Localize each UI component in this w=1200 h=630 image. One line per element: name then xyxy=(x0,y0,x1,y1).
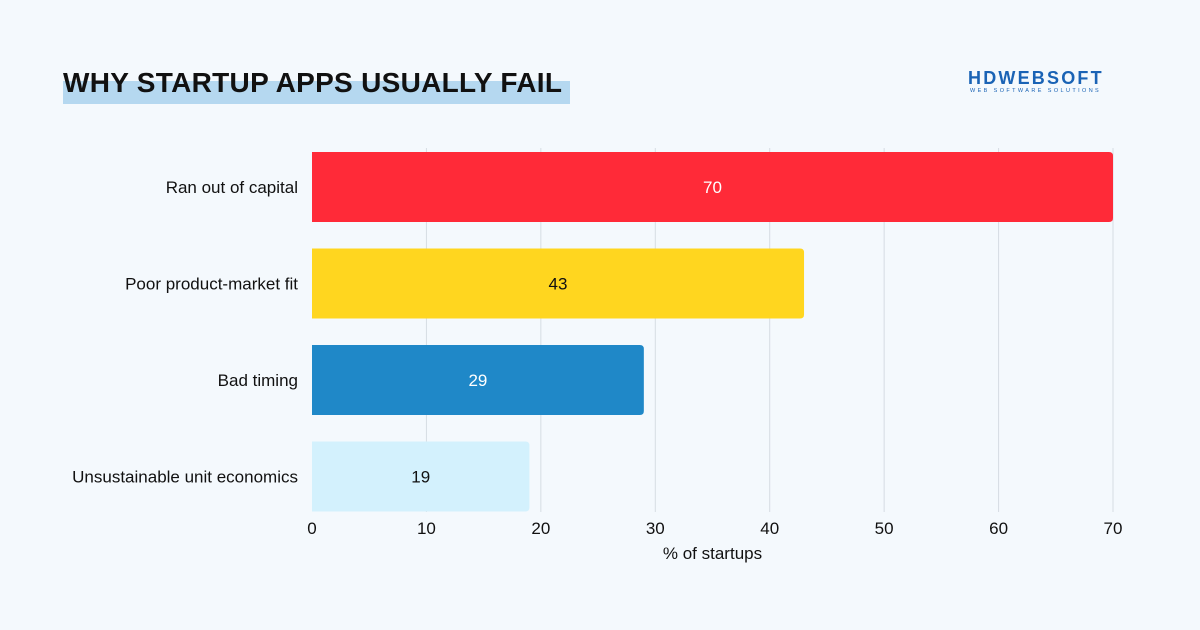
x-tick-label: 70 xyxy=(1104,519,1123,538)
x-tick-label: 20 xyxy=(531,519,550,538)
x-tick-label: 60 xyxy=(989,519,1008,538)
bar xyxy=(312,441,530,512)
title-block: WHY STARTUP APPS USUALLY FAIL xyxy=(63,64,570,104)
logo-wordmark: HDWEBSOFT xyxy=(968,68,1104,88)
x-tick-label: 10 xyxy=(417,519,436,538)
bars: 70 43 29 19 xyxy=(312,152,1113,512)
category-label: Unsustainable unit economics xyxy=(72,468,298,487)
category-label: Bad timing xyxy=(218,371,298,390)
category-labels: Ran out of capital Poor product-market fi… xyxy=(72,178,298,487)
bar-value-label: 19 xyxy=(411,468,430,487)
bar xyxy=(312,152,1113,222)
x-axis-title: % of startups xyxy=(663,544,762,563)
x-tick-label: 0 xyxy=(307,519,316,538)
bar xyxy=(312,345,644,415)
brand-logo: HDWEBSOFT WEB SOFTWARE SOLUTIONS xyxy=(968,68,1120,96)
page-title: WHY STARTUP APPS USUALLY FAIL xyxy=(63,67,563,98)
category-label: Poor product-market fit xyxy=(125,275,298,294)
bar-value-label: 29 xyxy=(468,371,487,390)
x-tick-label: 30 xyxy=(646,519,665,538)
x-axis-ticks: 0 10 20 30 40 50 60 70 xyxy=(307,519,1122,538)
bar xyxy=(312,248,805,319)
logo-tagline: WEB SOFTWARE SOLUTIONS xyxy=(970,88,1102,94)
x-tick-label: 40 xyxy=(760,519,779,538)
x-tick-label: 50 xyxy=(875,519,894,538)
title-highlight xyxy=(63,81,570,104)
bar-value-label: 43 xyxy=(549,275,568,294)
category-label: Ran out of capital xyxy=(166,178,298,197)
bar-value-label: 70 xyxy=(703,178,722,197)
